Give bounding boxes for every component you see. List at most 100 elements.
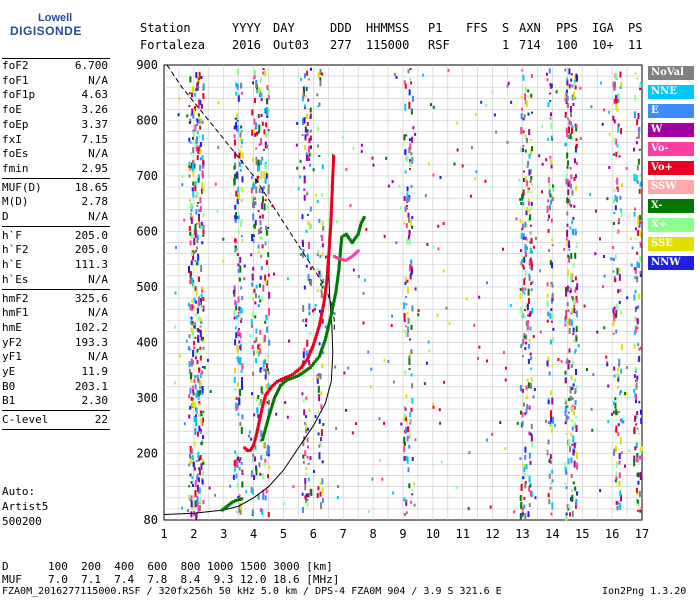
echo-pixel [309, 456, 312, 461]
echo-pixel [240, 426, 243, 434]
echo-pixel [521, 287, 524, 293]
echo-pixel [638, 262, 641, 268]
echo-pixel [254, 178, 257, 184]
x-tick-label: 1 [160, 527, 167, 541]
x-tick-label: 6 [310, 527, 317, 541]
echo-pixel [194, 181, 197, 187]
echo-pixel [191, 476, 194, 479]
echo-pixel [619, 390, 622, 394]
header-pps-value: 100 [556, 38, 578, 52]
echo-pixel [524, 305, 527, 308]
echo-pixel [404, 281, 407, 285]
echo-pixel [267, 474, 270, 479]
echo-pixel [316, 93, 319, 97]
echo-pixel [530, 201, 533, 206]
echo-pixel [233, 367, 236, 374]
echo-pixel [620, 343, 623, 350]
echo-pixel [569, 446, 572, 453]
echo-pixel [392, 380, 395, 384]
echo-pixel [236, 356, 239, 363]
echo-pixel [310, 488, 313, 496]
echo-pixel [241, 176, 244, 183]
header-iga-value: 10+ [592, 38, 614, 52]
trace-point-1 [261, 438, 265, 441]
echo-pixel [633, 426, 636, 434]
echo-pixel [530, 434, 533, 442]
echo-pixel [521, 148, 524, 153]
echo-pixel [250, 187, 253, 194]
echo-pixel [564, 482, 567, 485]
echo-pixel [550, 283, 553, 287]
y-tick-label: 600 [136, 224, 158, 238]
echo-pixel [612, 321, 615, 327]
echo-pixel [267, 94, 270, 100]
echo-pixel [263, 129, 266, 135]
echo-pixel [236, 113, 239, 120]
echo-pixel [195, 475, 198, 478]
echo-pixel [191, 162, 194, 169]
legend-item-nne: NNE [648, 85, 694, 99]
echo-pixel [565, 89, 568, 94]
echo-pixel [469, 194, 472, 198]
echo-pixel [234, 216, 237, 222]
echo-pixel [495, 130, 498, 134]
echo-pixel [257, 304, 260, 308]
trace-point-0 [322, 302, 326, 306]
echo-pixel [254, 220, 257, 226]
x-tick-label: 7 [340, 527, 347, 541]
echo-pixel [335, 426, 338, 430]
trace-point-0 [288, 374, 292, 378]
echo-pixel [320, 437, 323, 442]
echo-pixel [208, 486, 211, 490]
echo-pixel [174, 291, 177, 295]
echo-pixel [301, 214, 304, 220]
echo-pixel [615, 329, 618, 334]
echo-pixel [506, 84, 509, 88]
echo-pixel [303, 166, 306, 170]
echo-pixel [241, 481, 244, 488]
echo-pixel [566, 405, 569, 408]
trace-point-0 [320, 313, 324, 317]
echo-pixel [520, 127, 523, 135]
echo-pixel [301, 239, 304, 244]
echo-pixel [565, 91, 568, 94]
separator [2, 177, 110, 179]
echo-pixel [614, 397, 617, 401]
trace-point-0 [267, 388, 271, 392]
echo-pixel [548, 249, 551, 253]
echo-pixel [233, 376, 236, 383]
echo-pixel [567, 181, 570, 187]
separator [2, 428, 110, 430]
echo-pixel [305, 396, 308, 400]
trace-point-0 [325, 279, 329, 283]
echo-pixel [616, 108, 619, 113]
echo-pixel [405, 134, 408, 137]
echo-pixel [256, 87, 259, 94]
echo-pixel [519, 410, 522, 415]
autoscale-line1: Auto: [2, 485, 36, 498]
echo-pixel [313, 469, 316, 473]
echo-pixel [273, 272, 276, 276]
trace-point-1 [314, 358, 318, 362]
echo-pixel [235, 332, 238, 339]
header-p1-value: RSF [428, 38, 450, 52]
echo-pixel [321, 243, 324, 248]
echo-pixel [599, 489, 602, 493]
echo-pixel [612, 115, 615, 121]
echo-pixel [195, 88, 198, 92]
echo-pixel [195, 72, 198, 79]
echo-pixel [256, 407, 259, 414]
echo-pixel [566, 240, 569, 247]
echo-pixel [525, 210, 528, 216]
echo-pixel [251, 509, 254, 516]
echo-pixel [265, 229, 268, 236]
echo-pixel [525, 320, 528, 326]
echo-pixel [519, 457, 522, 461]
echo-pixel [261, 202, 264, 210]
echo-pixel [575, 138, 578, 142]
echo-pixel [321, 318, 324, 324]
trace-point-1 [331, 304, 335, 308]
echo-pixel [314, 415, 317, 419]
echo-pixel [264, 320, 267, 324]
echo-pixel [254, 475, 257, 479]
